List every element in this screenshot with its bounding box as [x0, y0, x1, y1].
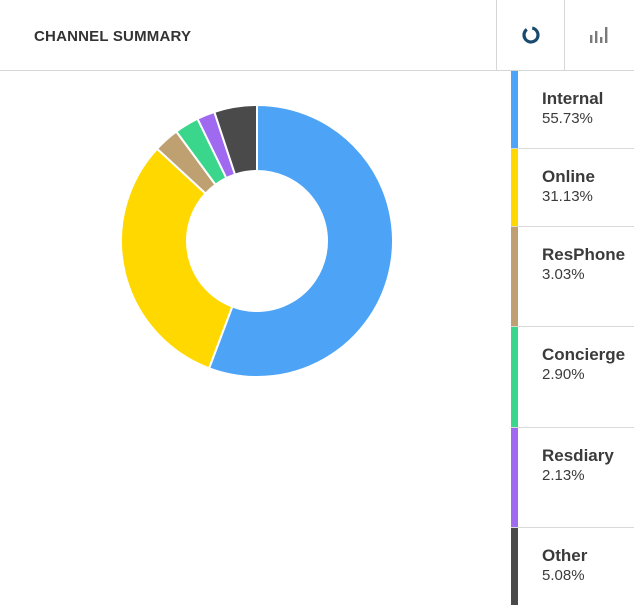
legend-swatch: [511, 149, 518, 226]
legend-swatch: [511, 428, 518, 527]
legend-swatch: [511, 71, 518, 148]
legend-label: Online: [542, 167, 595, 186]
legend-item-internal[interactable]: Internal 55.73%: [511, 71, 634, 149]
legend-percentage: 2.90%: [542, 366, 585, 383]
legend-label: Internal: [542, 89, 604, 108]
legend-label: Concierge: [542, 345, 626, 364]
legend-item-resphone[interactable]: ResPhone 3.03%: [511, 227, 634, 327]
widget-header: CHANNEL SUMMARY: [0, 0, 634, 71]
legend-swatch: [511, 227, 518, 326]
legend-label: Resdiary: [542, 446, 614, 465]
legend-label: Other: [542, 546, 588, 565]
legend-swatch: [511, 327, 518, 427]
donut-slice-other[interactable]: [213, 103, 258, 176]
legend-percentage: 2.13%: [542, 467, 585, 484]
donut-slice-internal[interactable]: [207, 103, 394, 378]
donut-chart-icon: [521, 26, 540, 44]
legend-item-resdiary[interactable]: Resdiary 2.13%: [511, 428, 634, 528]
donut-slice-online[interactable]: [120, 147, 234, 370]
bar-view-button[interactable]: [564, 0, 632, 70]
chart-area: [0, 71, 511, 605]
bar-chart-icon: [589, 27, 607, 43]
legend-swatch: [511, 528, 518, 605]
donut-view-button[interactable]: [496, 0, 564, 70]
legend-percentage: 5.08%: [542, 567, 585, 584]
legend-percentage: 31.13%: [542, 188, 593, 205]
legend-label: ResPhone: [542, 245, 626, 264]
legend-percentage: 55.73%: [542, 110, 593, 127]
legend-item-online[interactable]: Online 31.13%: [511, 149, 634, 227]
chart-legend: Internal 55.73% Online 31.13% ResPhone 3.03% C…: [511, 71, 634, 605]
donut-chart: [120, 103, 394, 378]
legend-item-other[interactable]: Other 5.08%: [511, 528, 634, 605]
legend-item-concierge[interactable]: Concierge 2.90%: [511, 327, 634, 428]
legend-percentage: 3.03%: [542, 266, 585, 283]
widget-title: CHANNEL SUMMARY: [34, 28, 192, 45]
